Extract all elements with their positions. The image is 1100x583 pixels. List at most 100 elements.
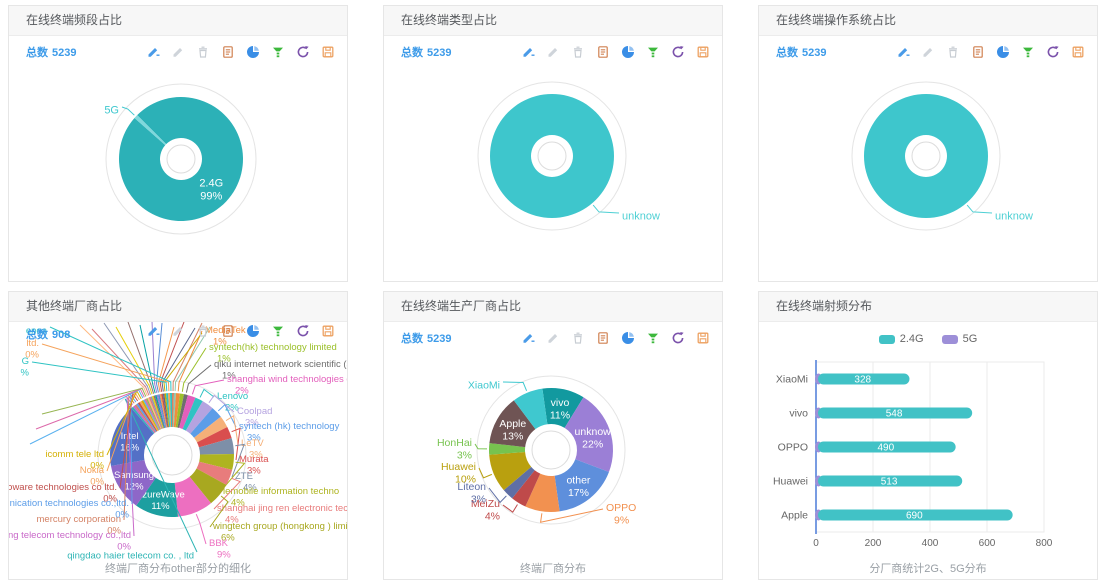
edit-disabled-icon[interactable] (546, 331, 560, 345)
edit-icon[interactable] (146, 324, 160, 338)
panel-toolbar (521, 331, 710, 345)
edit-icon[interactable] (521, 45, 535, 59)
svg-text:XiaoMi: XiaoMi (776, 374, 808, 386)
legend-item-5G[interactable]: 5G (941, 333, 978, 345)
svg-text:wingtech group (hongkong ) lim: wingtech group (hongkong ) limite 6% (212, 521, 347, 544)
save-icon[interactable] (321, 324, 335, 338)
refresh-icon[interactable] (671, 45, 685, 59)
pie-icon[interactable] (621, 331, 635, 345)
save-icon[interactable] (696, 45, 710, 59)
document-icon[interactable] (971, 45, 985, 59)
filter-icon[interactable] (1021, 45, 1035, 59)
pie-icon[interactable] (996, 45, 1010, 59)
filter-icon[interactable] (271, 324, 285, 338)
band-donut-chart: 2.4G 99% 5G (104, 83, 257, 235)
legend-item-2.4G[interactable]: 2.4G (878, 333, 924, 345)
delete-icon[interactable] (946, 45, 960, 59)
panel-other-vendor-ratio: 其他终端厂商占比 总数 908 MediaTek 1% syntech(hk) tec… (8, 291, 348, 580)
filter-icon[interactable] (646, 45, 660, 59)
document-icon[interactable] (221, 45, 235, 59)
edit-icon[interactable] (146, 45, 160, 59)
type-donut-chart: unknow (477, 81, 660, 231)
pie-icon[interactable] (246, 324, 260, 338)
svg-text:unication technologies co.,ltd: unication technologies co.,ltd. 0% (9, 498, 130, 521)
total-count: 总数 5239 (401, 47, 452, 59)
document-icon[interactable] (221, 324, 235, 338)
filter-icon[interactable] (271, 45, 285, 59)
edit-disabled-icon[interactable] (171, 45, 185, 59)
legend-label: 5G (962, 333, 978, 345)
refresh-icon[interactable] (296, 45, 310, 59)
svg-text:unknow: unknow (622, 211, 660, 223)
document-icon[interactable] (596, 45, 610, 59)
panel-title: 其他终端厂商占比 (9, 292, 347, 322)
svg-text:shanghai jing ren electronic t: shanghai jing ren electronic techr 4% (217, 503, 347, 526)
svg-text:Apple: Apple (781, 510, 808, 522)
svg-text:XiaoMi: XiaoMi (468, 380, 500, 392)
filter-icon[interactable] (646, 331, 660, 345)
svg-text:OPPO: OPPO (778, 442, 808, 454)
refresh-icon[interactable] (1046, 45, 1060, 59)
panel-vendor-ratio: 在线终端生产厂商占比 总数 5239 vivo 11% unknow 22% other 1… (383, 291, 723, 580)
total-count: 总数 5239 (26, 47, 77, 59)
other-vendor-donut-chart: MediaTek 1%syntech(hk) technology limited… (9, 322, 347, 562)
rf-bar-chart: 0 200 400 600 800 XiaoMi 328 vivo 548 OPPO 490 Huaw… (773, 360, 1053, 549)
delete-icon[interactable] (571, 45, 585, 59)
edit-icon[interactable] (896, 45, 910, 59)
save-icon[interactable] (321, 45, 335, 59)
svg-text:600: 600 (979, 538, 996, 549)
delete-icon[interactable] (196, 45, 210, 59)
edit-disabled-icon[interactable] (921, 45, 935, 59)
panel-title: 在线终端生产厂商占比 (384, 292, 722, 322)
panel-title: 在线终端操作系统占比 (759, 6, 1097, 36)
svg-text:490: 490 (877, 443, 894, 454)
svg-text:690: 690 (906, 511, 923, 522)
panel-rf-distribution: 在线终端射频分布 2.4G 5G 0 200 400 600 800 XiaoMi 328 vi… (758, 291, 1098, 580)
edit-disabled-icon[interactable] (171, 324, 185, 338)
panel-toolbar (146, 324, 335, 338)
refresh-icon[interactable] (296, 324, 310, 338)
legend-label: 2.4G (899, 333, 924, 345)
total-count: 总数 5239 (776, 47, 827, 59)
panel-title: 在线终端射频分布 (759, 292, 1097, 322)
save-icon[interactable] (1071, 45, 1085, 59)
delete-icon[interactable] (571, 331, 585, 345)
panel-type-ratio: 在线终端类型占比 总数 5239 unknow (383, 5, 723, 282)
svg-text:Huawei: Huawei (773, 476, 808, 488)
edit-icon[interactable] (521, 331, 535, 345)
document-icon[interactable] (596, 331, 610, 345)
refresh-icon[interactable] (671, 331, 685, 345)
svg-text:G%: G% (21, 356, 30, 379)
os-donut-chart: unknow (851, 81, 1033, 231)
save-icon[interactable] (696, 331, 710, 345)
delete-icon[interactable] (196, 324, 210, 338)
svg-text:800: 800 (1036, 538, 1053, 549)
svg-text:200: 200 (865, 538, 882, 549)
svg-text:513: 513 (881, 477, 898, 488)
svg-text:5G: 5G (104, 105, 119, 117)
pie-icon[interactable] (246, 45, 260, 59)
panel-toolbar (521, 45, 710, 59)
pie-icon[interactable] (621, 45, 635, 59)
edit-disabled-icon[interactable] (546, 45, 560, 59)
